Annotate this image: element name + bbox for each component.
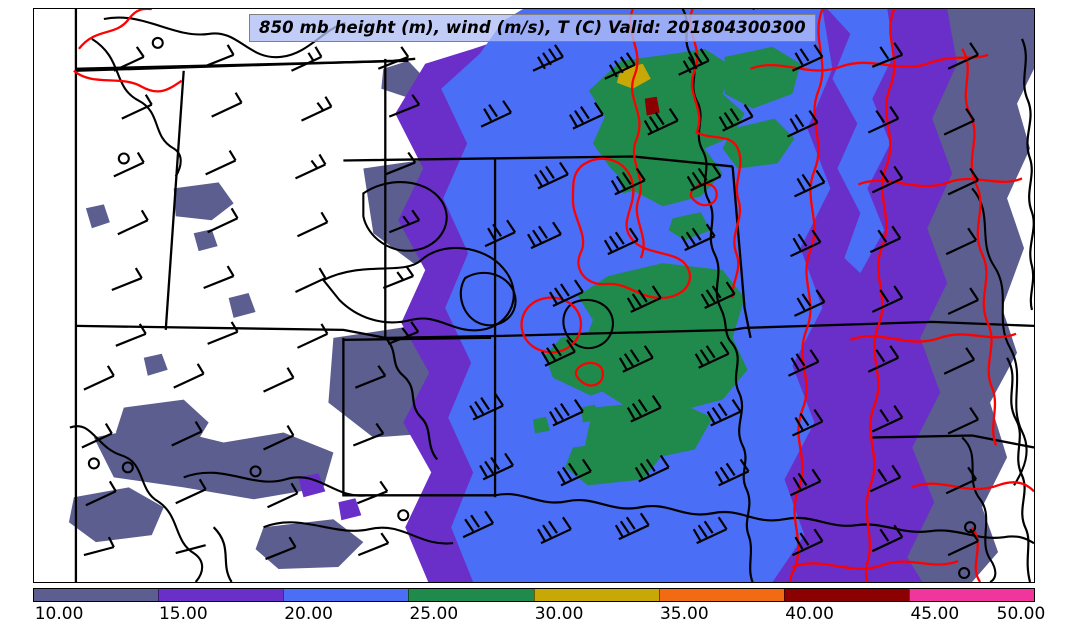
colorbar-band-45-50: [908, 589, 1034, 601]
map-canvas[interactable]: [34, 9, 1034, 582]
map-title: 850 mb height (m), wind (m/s), T (C) Val…: [249, 14, 816, 43]
river-far-east: [1021, 38, 1034, 311]
height-contour-nw2: [73, 69, 183, 93]
height-contour-e-arc: [857, 177, 1023, 188]
river-mid: [384, 337, 439, 461]
border-upper-horizontal: [75, 57, 416, 72]
height-contour-nw: [78, 9, 152, 50]
river-far-east2: [1006, 357, 1032, 582]
temp-contour-blob-3: [459, 271, 517, 327]
height-contour-se: [911, 481, 1034, 493]
band-20-25-lobe-e: [827, 9, 895, 274]
height-contour-east2: [864, 9, 896, 582]
calm-circle: [958, 567, 971, 580]
band-25-30-speck-3: [580, 404, 599, 423]
temp-contour-nw: [103, 16, 346, 59]
colorbar[interactable]: [33, 588, 1035, 602]
wind-barb-calm: [87, 36, 977, 580]
border-mid-horizontal: [75, 324, 386, 339]
wind-barb-light: [81, 44, 421, 561]
temp-contour-lower-left: [69, 425, 204, 582]
colorbar-tick-labels: 10.00 15.00 20.00 25.00 30.00 35.00 40.0…: [33, 604, 1046, 628]
colorbar-container: 10.00 15.00 20.00 25.00 30.00 35.00 40.0…: [33, 588, 1045, 624]
band-40-45-speck: [644, 96, 660, 116]
band-10-15-speck-6: [228, 293, 256, 318]
colorbar-tick-20: 20.00: [284, 604, 333, 624]
band-25-30-speck-4: [533, 416, 550, 434]
temp-contour-se-wiggle2: [961, 436, 997, 582]
height-contour-big-east: [789, 9, 824, 582]
colorbar-band-20-25: [283, 589, 409, 601]
colorbar-tick-45: 45.00: [910, 604, 960, 624]
colorbar-tick-15: 15.00: [158, 604, 208, 624]
band-20-25-lobe-w: [441, 38, 538, 582]
height-contour-5-oval: [689, 182, 718, 207]
height-contour-se2: [792, 560, 959, 570]
height-contour-2: [688, 9, 742, 299]
border-ok-north: [343, 336, 492, 341]
border-vertical-a: [164, 70, 185, 330]
river-ok-south: [494, 493, 1034, 545]
height-contour-e-arc2: [849, 332, 1017, 343]
calm-circle: [87, 457, 100, 470]
border-ks-ok-line: [385, 326, 745, 339]
band-25-30-arm-s2: [564, 439, 661, 486]
height-contour-6-oval: [574, 361, 605, 387]
band-10-15-speck-1: [85, 204, 110, 229]
colorbar-tick-35: 35.00: [659, 604, 709, 624]
temp-contour-center-blob: [362, 181, 448, 252]
colorbar-band-15-20: [158, 589, 284, 601]
temp-contour-big-blob: [321, 247, 515, 332]
calm-circle: [964, 521, 977, 534]
colorbar-band-25-30: [408, 589, 534, 601]
wind-barbs: [81, 9, 980, 580]
temp-contour-se-wiggle: [971, 187, 1028, 486]
colorbar-tick-50: 50.00: [996, 604, 1046, 624]
wind-barb-strong: [462, 44, 754, 545]
height-contour-ne-arc: [750, 53, 989, 72]
colorbar-tick-40: 40.00: [785, 604, 834, 624]
colorbar-tick-25: 25.00: [409, 604, 459, 624]
colorbar-tick-30: 30.00: [534, 604, 584, 624]
calm-circle: [117, 152, 130, 165]
band-10-15-patch-f: [173, 182, 234, 221]
colorbar-band-35-40: [658, 589, 784, 601]
band-10-15-speck-2: [193, 229, 218, 252]
band-15-20-speck-1: [298, 473, 326, 498]
band-15-20-speck-2: [338, 498, 362, 521]
colorbar-tick-10: 10.00: [34, 604, 84, 624]
band-10-15-speck-3: [143, 353, 168, 376]
colorbar-band-10-15: [34, 589, 159, 601]
border-se-diagonal: [872, 434, 1034, 449]
band-25-30-speck-5: [668, 212, 711, 241]
colorbar-band-40-45: [783, 589, 909, 601]
calm-circle: [397, 509, 410, 522]
border-ok-box: [342, 337, 496, 497]
river-sw-curve: [212, 526, 233, 582]
temp-contour-blob-4: [562, 298, 614, 350]
calm-circle: [151, 36, 164, 49]
black-contours-and-borders: [69, 16, 1028, 582]
temp-contour-lower-mid: [183, 471, 368, 497]
colorbar-band-30-35: [533, 589, 659, 601]
height-contour-1: [629, 9, 645, 259]
height-contour-3-loop: [571, 157, 692, 300]
height-contours: [73, 9, 1034, 582]
temp-contour-lower-c: [263, 521, 454, 545]
wind-barb-medium: [752, 9, 980, 557]
band-25-30-arm-ne: [724, 46, 801, 109]
map-frame[interactable]: [33, 8, 1035, 583]
height-contour-sw: [971, 526, 982, 582]
band-10-15-patch-i: [255, 519, 364, 570]
calm-circle: [249, 465, 262, 478]
border-ne-horizontal: [343, 155, 733, 168]
calm-circle: [121, 461, 134, 474]
